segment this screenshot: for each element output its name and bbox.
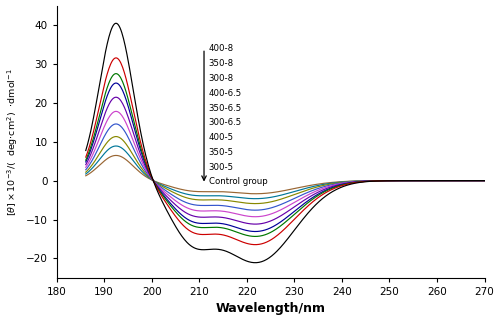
X-axis label: Wavelength/nm: Wavelength/nm	[216, 302, 326, 316]
Text: 400-5: 400-5	[209, 133, 234, 142]
Text: 300-8: 300-8	[209, 74, 234, 83]
Text: 400-6.5: 400-6.5	[209, 89, 242, 98]
Text: Control group: Control group	[209, 178, 268, 187]
Text: 300-6.5: 300-6.5	[209, 118, 242, 127]
Y-axis label: $[\theta]\times10^{-3}$/(  deg$\cdot$cm$^2$)  $\cdot$dmol$^{-1}$: $[\theta]\times10^{-3}$/( deg$\cdot$cm$^…	[6, 68, 20, 216]
Text: 350-6.5: 350-6.5	[209, 104, 242, 113]
Text: 350-5: 350-5	[209, 148, 234, 157]
Text: 350-8: 350-8	[209, 59, 234, 68]
Text: 300-5: 300-5	[209, 163, 234, 172]
Text: 400-8: 400-8	[209, 44, 234, 54]
